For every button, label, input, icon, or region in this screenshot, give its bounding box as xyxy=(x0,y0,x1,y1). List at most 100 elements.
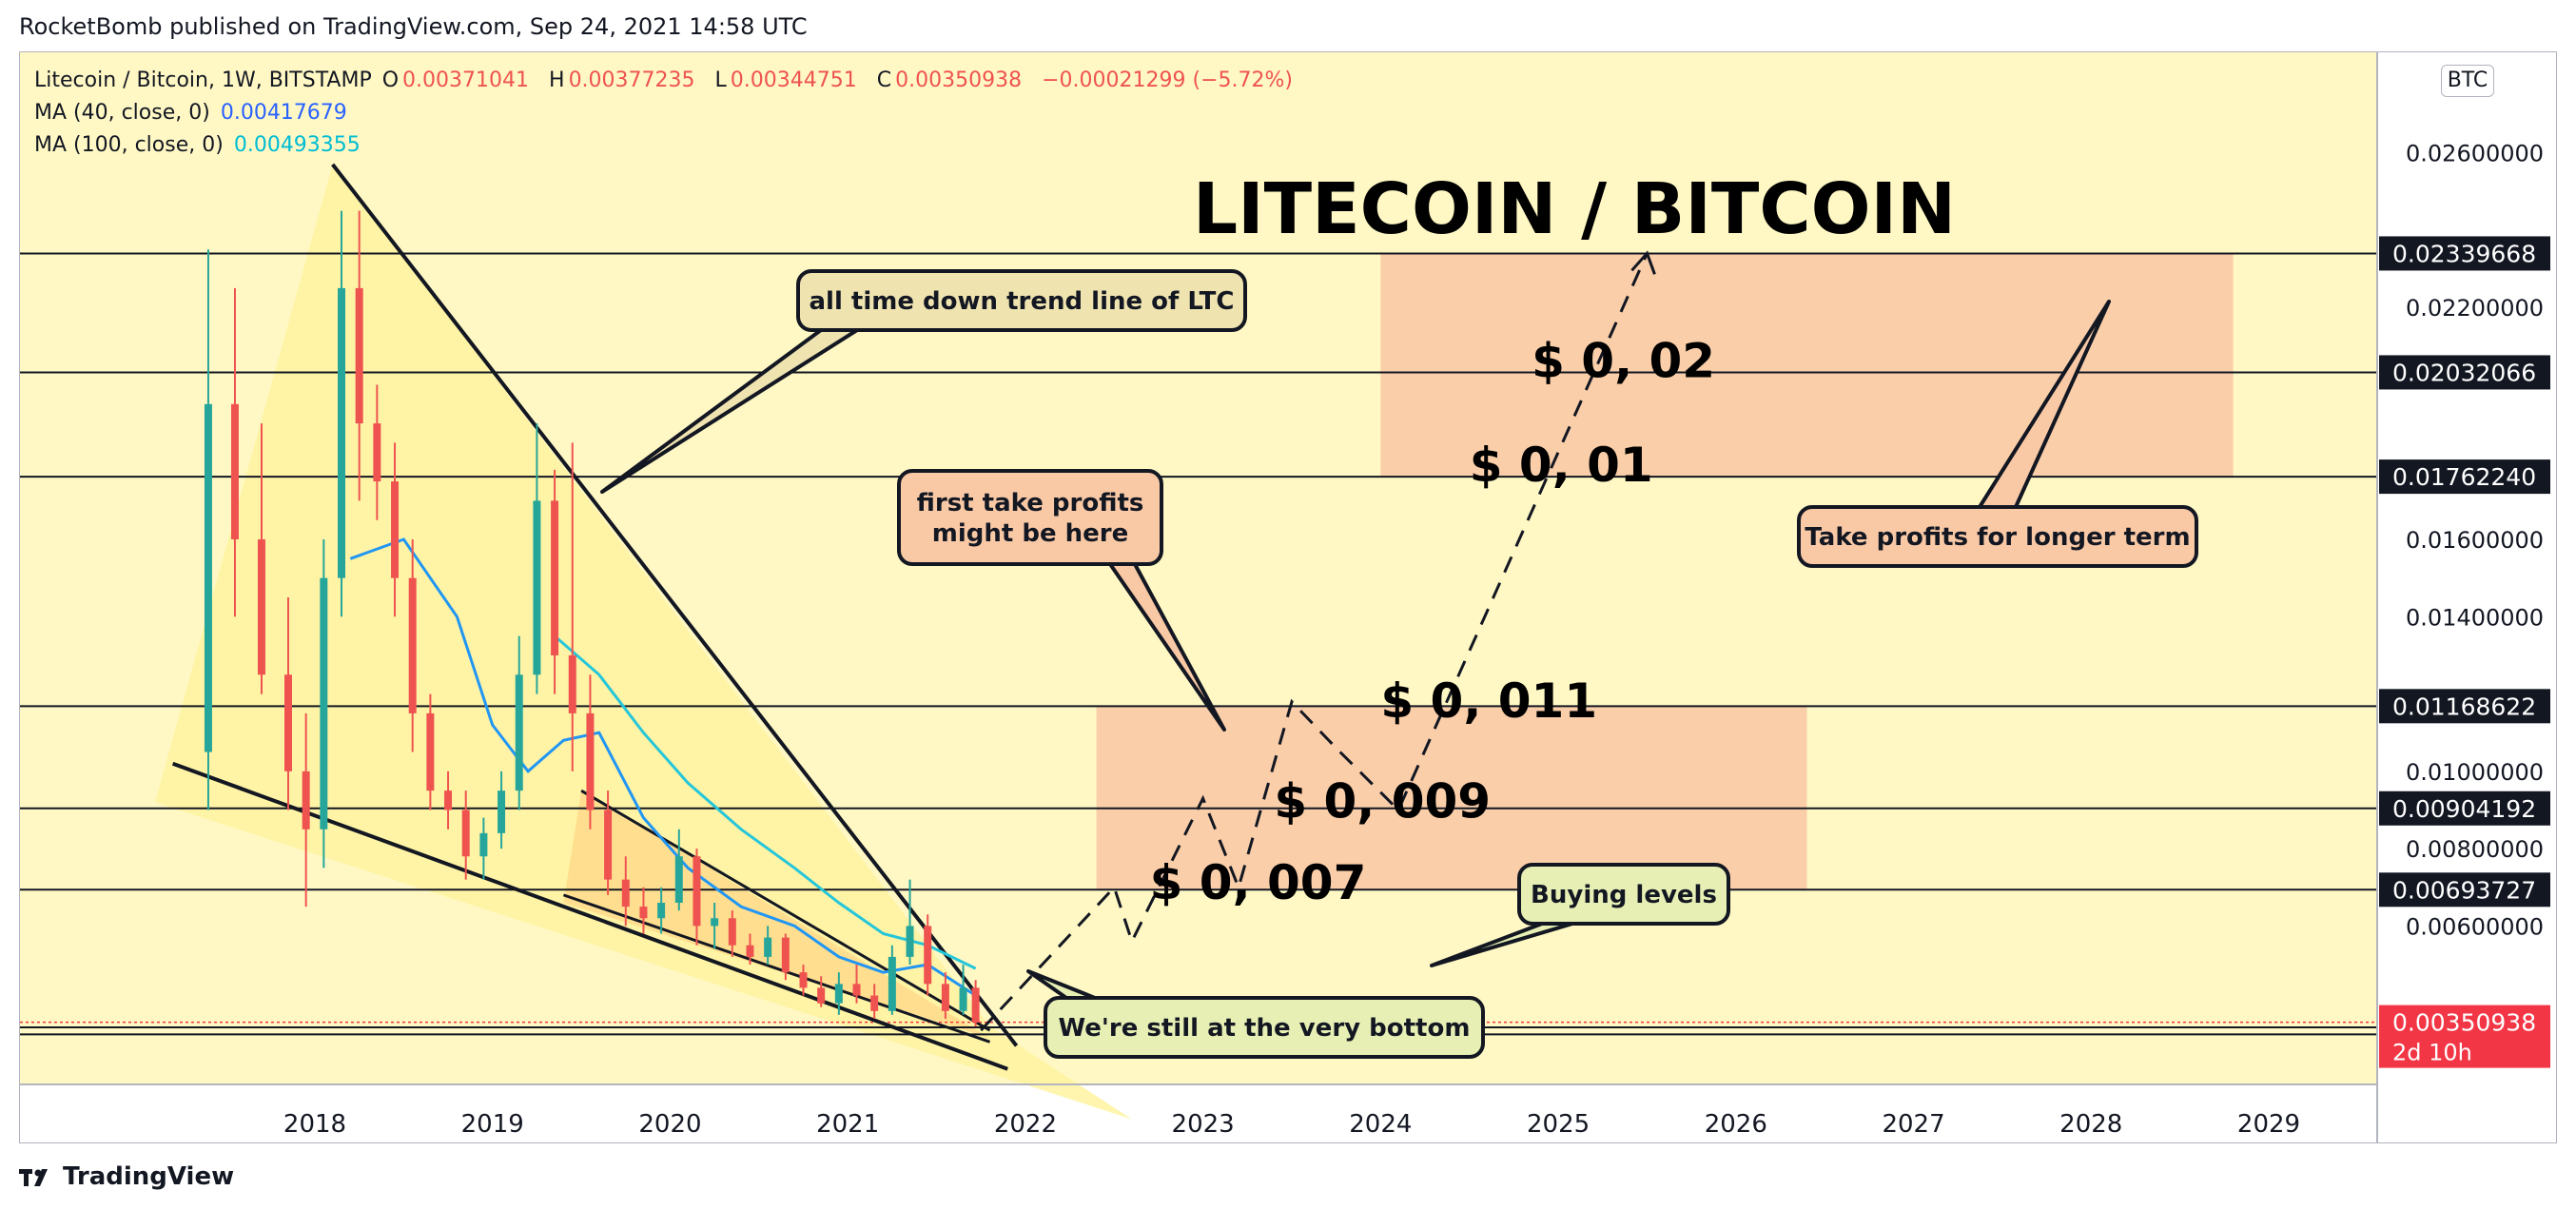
candle-body-11[interactable] xyxy=(408,577,417,713)
legend-c-label: C xyxy=(876,68,892,92)
x-tick-label-2: 2019 xyxy=(461,1110,524,1139)
ma40-line[interactable] xyxy=(349,537,977,997)
candle-body-16[interactable] xyxy=(498,790,506,833)
candle-body-2[interactable] xyxy=(230,403,239,540)
callout-text-4: Buying levels xyxy=(1531,881,1717,909)
candle-body-24[interactable] xyxy=(639,907,648,919)
candle-body-33[interactable] xyxy=(799,972,808,988)
level-tag-label-5: 0.00904192 xyxy=(2392,795,2536,823)
current-price-tag-label: 0.00350938 xyxy=(2392,1009,2536,1037)
candle-body-40[interactable] xyxy=(924,926,932,985)
x-tick-label-5: 2022 xyxy=(994,1110,1057,1139)
y-tick-label-1: 0.02600000 xyxy=(2406,141,2544,167)
falling-wedge-shade xyxy=(154,164,1132,1120)
candle-body-9[interactable] xyxy=(373,423,381,482)
x-tick-label-6: 2023 xyxy=(1172,1110,1235,1139)
level-tag-3[interactable] xyxy=(2379,459,2550,495)
candle-body-37[interactable] xyxy=(870,995,879,1011)
level-tag-2[interactable] xyxy=(2379,355,2550,390)
candle-body-27[interactable] xyxy=(693,856,701,927)
candle-body-15[interactable] xyxy=(479,832,488,857)
footer-brand-label: TradingView xyxy=(63,1162,235,1191)
candle-body-1[interactable] xyxy=(204,403,212,752)
chart-svg[interactable]: LITECOIN / BITCOIN $ 0, 02 $ 0, 01 $ 0, 011… xyxy=(20,52,2556,1142)
x-tick-label-11: 2028 xyxy=(2059,1110,2122,1139)
candle-body-32[interactable] xyxy=(781,937,790,973)
legend-ma40-row[interactable]: MA (40, close, 0) 0.00417679 xyxy=(34,97,1297,129)
level-tag-4[interactable] xyxy=(2379,689,2550,724)
candle-body-36[interactable] xyxy=(852,984,861,996)
y-tick-label-5: 0.01000000 xyxy=(2406,759,2544,786)
candle-body-34[interactable] xyxy=(817,987,826,1004)
chart-frame[interactable]: LITECOIN / BITCOIN $ 0, 02 $ 0, 01 $ 0, 011… xyxy=(19,51,2557,1143)
candle-body-19[interactable] xyxy=(551,500,559,655)
candle-body-18[interactable] xyxy=(533,500,541,675)
support-line[interactable] xyxy=(171,761,1008,1071)
candle-body-35[interactable] xyxy=(834,984,843,1004)
candle-body-39[interactable] xyxy=(906,926,914,957)
level-tag-label-3: 0.01762240 xyxy=(2392,463,2536,491)
candle-body-31[interactable] xyxy=(764,937,772,957)
x-tick-label-4: 2021 xyxy=(816,1110,879,1139)
legend: Litecoin / Bitcoin, 1W, BITSTAMP O 0.0037… xyxy=(34,65,1297,162)
level-tag-label-2: 0.02032066 xyxy=(2392,359,2536,386)
candle-body-43[interactable] xyxy=(971,987,980,1023)
level-tag-1[interactable] xyxy=(2379,236,2550,271)
legend-h-label: H xyxy=(549,68,565,92)
legend-close: 0.00350938 xyxy=(895,68,1023,92)
ma100-line[interactable] xyxy=(554,634,977,970)
projection-path[interactable] xyxy=(980,252,1649,1032)
candle-body-13[interactable] xyxy=(444,790,453,810)
candle-body-5[interactable] xyxy=(302,771,310,829)
candle-body-42[interactable] xyxy=(959,987,967,1011)
candle-body-4[interactable] xyxy=(283,674,292,771)
price-target-label-1: $ 0, 02 xyxy=(1532,333,1715,388)
candle-body-29[interactable] xyxy=(728,918,736,946)
callout-box-4[interactable] xyxy=(1517,863,1730,926)
y-tick-label-4: 0.01400000 xyxy=(2406,604,2544,631)
level-tag-label-1: 0.02339668 xyxy=(2392,240,2536,267)
x-tick-label-10: 2027 xyxy=(1882,1110,1944,1139)
candle-body-22[interactable] xyxy=(604,810,613,880)
legend-ma100-row[interactable]: MA (100, close, 0) 0.00493355 xyxy=(34,129,1297,162)
footer-brand[interactable]: TradingView xyxy=(19,1162,234,1191)
projection-arrowhead xyxy=(1630,250,1656,275)
level-tag-5[interactable] xyxy=(2379,790,2550,826)
candle-body-21[interactable] xyxy=(586,712,595,810)
inner-wedge-top[interactable] xyxy=(580,789,991,1032)
candle-body-17[interactable] xyxy=(515,674,523,791)
candle-body-25[interactable] xyxy=(657,903,666,919)
legend-ohlc-row: Litecoin / Bitcoin, 1W, BITSTAMP O 0.0037… xyxy=(34,65,1297,97)
candle-body-38[interactable] xyxy=(888,956,896,1011)
currency-badge[interactable]: BTC xyxy=(2441,65,2494,97)
x-tick-label-9: 2026 xyxy=(1705,1110,1767,1139)
candle-body-26[interactable] xyxy=(674,856,683,904)
legend-change: −0.00021299 (−5.72%) xyxy=(1042,68,1293,92)
legend-l-label: L xyxy=(714,68,727,92)
price-target-label-4: $ 0, 009 xyxy=(1274,774,1491,829)
callout-box-2[interactable] xyxy=(897,469,1163,566)
current-price-tag[interactable] xyxy=(2379,1005,2550,1068)
candle-body-20[interactable] xyxy=(568,654,576,713)
callout-box-3[interactable] xyxy=(1797,505,2198,568)
candle-body-30[interactable] xyxy=(746,945,754,957)
x-tick-label-8: 2025 xyxy=(1527,1110,1590,1139)
candle-body-23[interactable] xyxy=(621,879,630,908)
callout-box-1[interactable] xyxy=(796,269,1247,332)
level-tag-6[interactable] xyxy=(2379,872,2550,908)
candle-body-6[interactable] xyxy=(320,577,328,829)
callout-box-5[interactable] xyxy=(1044,996,1485,1059)
legend-symbol[interactable]: Litecoin / Bitcoin, 1W, BITSTAMP xyxy=(34,68,372,92)
candle-body-41[interactable] xyxy=(941,984,949,1011)
candle-body-8[interactable] xyxy=(355,287,363,424)
candle-body-28[interactable] xyxy=(711,918,719,927)
inner-wedge-bottom[interactable] xyxy=(562,893,991,1044)
y-tick-label-6: 0.00800000 xyxy=(2406,836,2544,863)
down-trend-line[interactable] xyxy=(331,163,1019,1047)
candle-body-7[interactable] xyxy=(338,287,346,578)
candle-body-3[interactable] xyxy=(257,539,265,675)
candle-body-14[interactable] xyxy=(461,810,470,857)
candle-body-12[interactable] xyxy=(426,712,435,791)
candle-body-10[interactable] xyxy=(391,481,400,578)
x-tick-label-1: 2018 xyxy=(283,1110,346,1139)
